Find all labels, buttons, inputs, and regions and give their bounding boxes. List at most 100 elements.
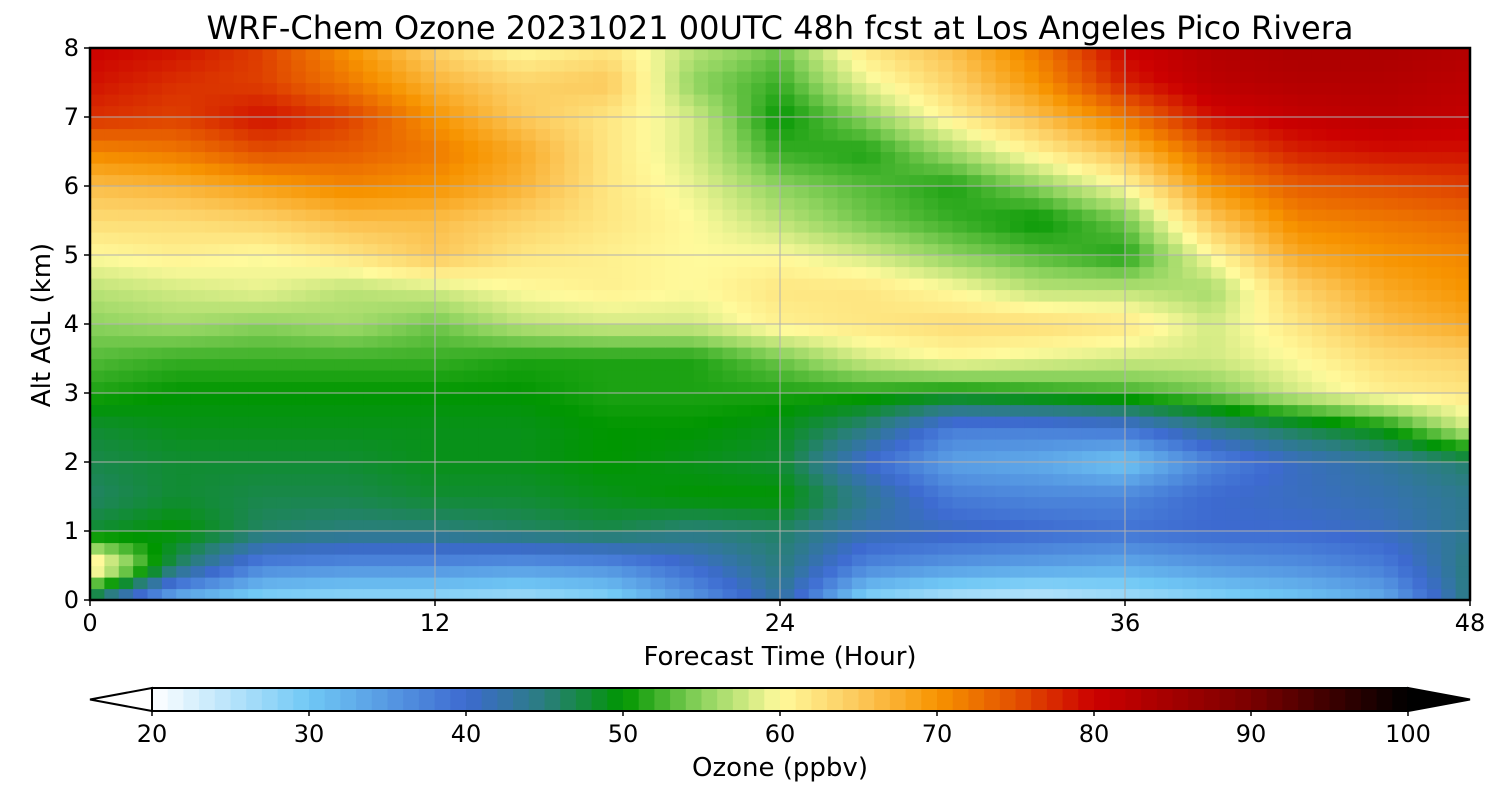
heatmap-cell <box>521 427 537 440</box>
heatmap-cell <box>1426 278 1442 291</box>
heatmap-cell <box>1383 289 1399 302</box>
heatmap-cell <box>665 358 680 371</box>
heatmap-cell <box>808 151 824 164</box>
heatmap-cell <box>679 381 695 394</box>
heatmap-cell <box>320 197 335 210</box>
heatmap-cell <box>190 358 206 371</box>
heatmap-cell <box>650 128 666 141</box>
heatmap-cell <box>1182 151 1198 164</box>
heatmap-cell <box>966 82 982 95</box>
heatmap-cell <box>1240 565 1255 578</box>
heatmap-cell <box>276 335 292 348</box>
heatmap-cell <box>607 404 623 417</box>
heatmap-cell <box>1081 324 1097 337</box>
heatmap-cell <box>1398 427 1414 440</box>
heatmap-cell <box>1038 94 1054 107</box>
heatmap-cell <box>593 312 609 325</box>
heatmap-cell <box>1311 519 1327 532</box>
heatmap-cell <box>1024 554 1040 567</box>
heatmap-cell <box>1412 255 1428 268</box>
heatmap-cell <box>262 266 278 279</box>
heatmap-cell <box>1326 59 1342 72</box>
heatmap-cell <box>305 439 321 452</box>
heatmap-cell <box>1369 128 1385 141</box>
heatmap-cell <box>1426 462 1442 475</box>
heatmap-cell <box>1240 232 1255 245</box>
heatmap-cell <box>708 485 724 498</box>
heatmap-cell <box>794 347 810 360</box>
heatmap-cell <box>866 519 882 532</box>
heatmap-cell <box>952 508 968 521</box>
heatmap-cell <box>851 312 867 325</box>
heatmap-cell <box>133 450 149 463</box>
heatmap-cell <box>1254 255 1270 268</box>
heatmap-cell <box>90 473 105 486</box>
heatmap-cell <box>837 496 853 509</box>
heatmap-cell <box>104 347 120 360</box>
heatmap-cell <box>1053 71 1069 84</box>
heatmap-cell <box>1412 59 1428 72</box>
heatmap-cell <box>305 312 321 325</box>
heatmap-cell <box>176 82 192 95</box>
heatmap-cell <box>492 151 508 164</box>
heatmap-cell <box>377 278 393 291</box>
heatmap-cell <box>1110 163 1126 176</box>
heatmap-cell <box>578 151 594 164</box>
heatmap-cell <box>1024 324 1040 337</box>
heatmap-cell <box>1412 278 1428 291</box>
heatmap-cell <box>521 485 537 498</box>
heatmap-cell <box>1010 301 1025 314</box>
heatmap-cell <box>578 588 594 601</box>
heatmap-cell <box>104 450 120 463</box>
heatmap-cell <box>1340 128 1356 141</box>
heatmap-cell <box>262 439 278 452</box>
heatmap-cell <box>233 347 249 360</box>
heatmap-cell <box>1297 220 1313 233</box>
heatmap-cell <box>866 358 882 371</box>
heatmap-cell <box>636 243 652 256</box>
heatmap-cell <box>1182 128 1198 141</box>
heatmap-cell <box>621 565 637 578</box>
heatmap-cell <box>118 347 134 360</box>
heatmap-cell <box>262 255 278 268</box>
heatmap-cell <box>966 186 982 199</box>
heatmap-cell <box>1369 542 1385 555</box>
heatmap-cell <box>607 531 623 544</box>
heatmap-cell <box>1182 48 1198 61</box>
heatmap-cell <box>377 450 393 463</box>
heatmap-cell <box>1398 324 1414 337</box>
heatmap-cell <box>147 450 163 463</box>
heatmap-cell <box>478 577 494 590</box>
heatmap-cell <box>1355 519 1370 532</box>
heatmap-cell <box>1441 128 1457 141</box>
heatmap-cell <box>1383 128 1399 141</box>
heatmap-cell <box>248 485 264 498</box>
heatmap-cell <box>736 82 752 95</box>
heatmap-cell <box>1283 312 1299 325</box>
heatmap-cell <box>1311 232 1327 245</box>
heatmap-cell <box>923 416 939 429</box>
heatmap-cell <box>1211 554 1227 567</box>
heatmap-cell <box>1268 301 1284 314</box>
heatmap-cell <box>1081 71 1097 84</box>
heatmap-cell <box>736 163 752 176</box>
heatmap-cell <box>535 151 551 164</box>
heatmap-cell <box>1398 289 1414 302</box>
heatmap-cell <box>391 82 407 95</box>
heatmap-cell <box>1268 312 1284 325</box>
heatmap-cell <box>1067 358 1083 371</box>
heatmap-cell <box>492 197 508 210</box>
heatmap-cell <box>1426 128 1442 141</box>
heatmap-cell <box>665 485 680 498</box>
heatmap-cell <box>708 335 724 348</box>
heatmap-cell <box>1067 519 1083 532</box>
heatmap-cell <box>1096 128 1112 141</box>
heatmap-cell <box>751 289 767 302</box>
heatmap-cell <box>650 335 666 348</box>
heatmap-cell <box>435 197 450 210</box>
heatmap-cell <box>722 565 738 578</box>
heatmap-cell <box>320 289 335 302</box>
heatmap-cell <box>104 404 120 417</box>
heatmap-cell <box>593 473 609 486</box>
heatmap-cell <box>1081 82 1097 95</box>
